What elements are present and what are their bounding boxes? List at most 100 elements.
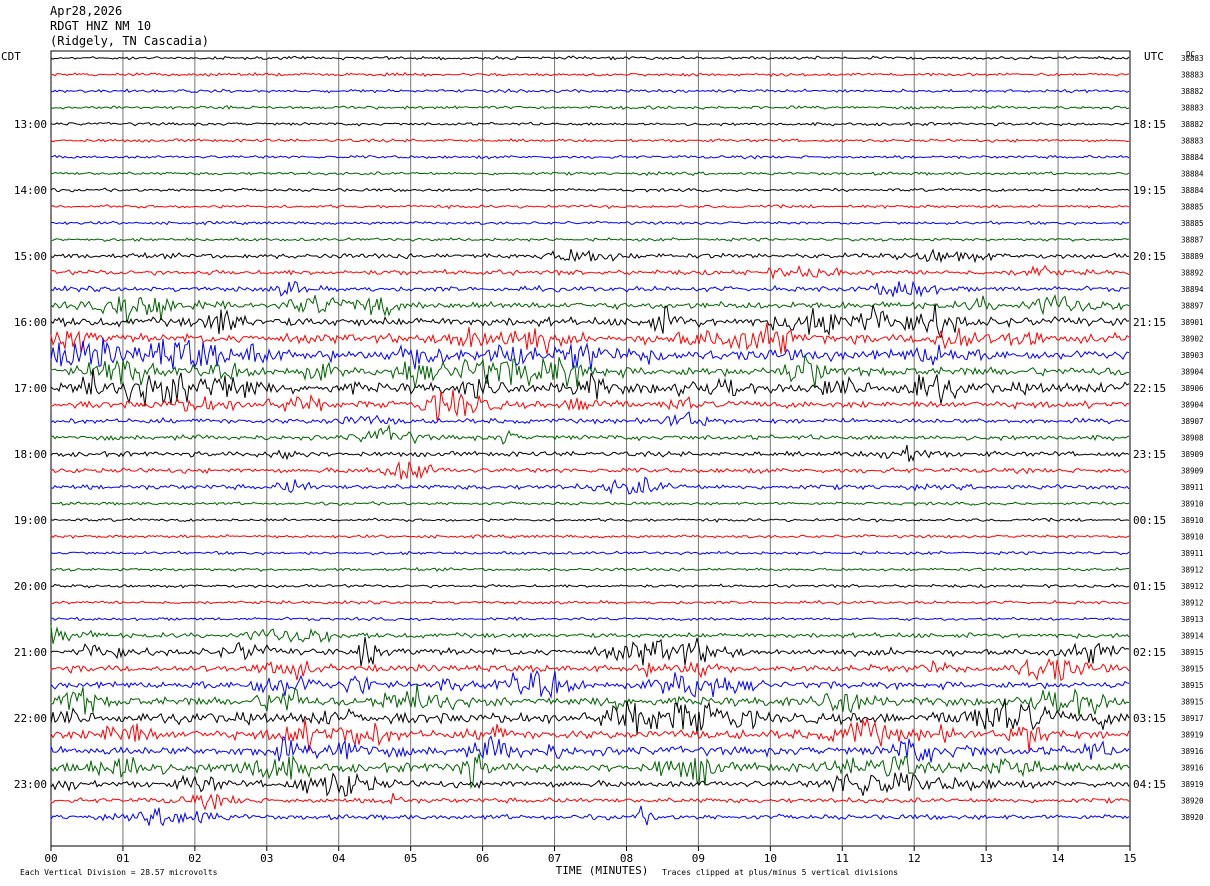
- trace-23: [50, 423, 1130, 445]
- trace-9: [50, 204, 1130, 210]
- dc-offset-label: 38884: [1181, 153, 1204, 162]
- x-tick-label: 10: [764, 852, 777, 865]
- footer-clip-note: Traces clipped at plus/minus 5 vertical …: [662, 868, 898, 877]
- trace-33: [50, 599, 1130, 605]
- utc-hour-label: 01:15: [1133, 580, 1166, 593]
- trace-11: [50, 236, 1130, 243]
- x-tick-label: 05: [404, 852, 417, 865]
- cdt-hour-label: 22:00: [14, 712, 47, 725]
- trace-31: [50, 566, 1130, 572]
- x-tick-label: 03: [260, 852, 273, 865]
- utc-hour-label: 02:15: [1133, 646, 1166, 659]
- cdt-hour-label: 14:00: [14, 184, 47, 197]
- dc-offset-label: 38882: [1181, 120, 1204, 129]
- dc-offset-label: 38897: [1181, 302, 1204, 311]
- trace-4: [50, 121, 1130, 127]
- dc-offset-label: 38885: [1181, 203, 1204, 212]
- footer-vertical-division: Each Vertical Division = 28.57 microvolt…: [20, 868, 218, 877]
- trace-41: [50, 716, 1130, 752]
- dc-offset-label: 38910: [1181, 500, 1204, 509]
- trace-29: [50, 533, 1130, 540]
- dc-offset-label: 38912: [1181, 599, 1204, 608]
- x-axis-title: TIME (MINUTES): [556, 864, 649, 877]
- trace-36: [50, 637, 1130, 667]
- dc-offset-label: 38892: [1181, 269, 1204, 278]
- trace-17: [50, 322, 1130, 355]
- utc-hour-label: 20:15: [1133, 250, 1166, 263]
- trace-25: [50, 460, 1130, 480]
- cdt-hour-label: 17:00: [14, 382, 47, 395]
- trace-14: [50, 280, 1130, 298]
- dc-offset-label: 38904: [1181, 401, 1204, 410]
- trace-3: [50, 105, 1130, 110]
- dc-offset-label: 38920: [1181, 797, 1204, 806]
- dc-offset-label: 38910: [1181, 516, 1204, 525]
- trace-8: [50, 187, 1130, 193]
- dc-offset-label: 38915: [1181, 665, 1204, 674]
- dc-offset-label: 38912: [1181, 566, 1204, 575]
- trace-21: [50, 389, 1130, 421]
- x-tick-label: 06: [476, 852, 489, 865]
- dc-offset-label: 38916: [1181, 764, 1204, 773]
- utc-hour-label: 04:15: [1133, 778, 1166, 791]
- dc-offset-label: 38885: [1181, 219, 1204, 228]
- trace-34: [50, 616, 1130, 622]
- dc-offset-label: 38909: [1181, 467, 1204, 476]
- x-tick-label: 02: [188, 852, 201, 865]
- trace-37: [50, 657, 1130, 682]
- cdt-hour-label: 15:00: [14, 250, 47, 263]
- cdt-hour-label: 19:00: [14, 514, 47, 527]
- x-tick-label: 04: [332, 852, 346, 865]
- header-location: (Ridgely, TN Cascadia): [50, 34, 209, 48]
- plot-frame: [50, 50, 1131, 847]
- dc-offset-label: 38909: [1181, 450, 1204, 459]
- utc-hour-label: 21:15: [1133, 316, 1166, 329]
- cdt-axis-label: CDT: [1, 50, 21, 63]
- x-tick-label: 01: [116, 852, 129, 865]
- cdt-hour-label: 20:00: [14, 580, 47, 593]
- dc-offset-label: 38912: [1181, 582, 1204, 591]
- trace-26: [50, 476, 1130, 496]
- x-tick-label: 13: [980, 852, 993, 865]
- dc-offset-label: 38919: [1181, 731, 1204, 740]
- dc-offset-label: 38916: [1181, 747, 1204, 756]
- cdt-hour-label: 23:00: [14, 778, 47, 791]
- x-tick-label: 14: [1051, 852, 1065, 865]
- dc-offset-label: 38883: [1181, 54, 1204, 63]
- trace-40: [50, 698, 1130, 735]
- cdt-hour-label: 18:00: [14, 448, 47, 461]
- dc-offset-label: 38914: [1181, 632, 1204, 641]
- dc-offset-label: 38883: [1181, 104, 1204, 113]
- trace-12: [50, 248, 1130, 264]
- trace-42: [50, 735, 1130, 763]
- cdt-hour-label: 13:00: [14, 118, 47, 131]
- utc-hour-label: 00:15: [1133, 514, 1166, 527]
- cdt-hour-label: 21:00: [14, 646, 47, 659]
- trace-32: [50, 583, 1130, 589]
- dc-offset-label: 38917: [1181, 714, 1204, 723]
- dc-offset-label: 38911: [1181, 549, 1204, 558]
- x-tick-label: 12: [908, 852, 921, 865]
- trace-19: [50, 354, 1130, 388]
- utc-hour-label: 18:15: [1133, 118, 1166, 131]
- dc-offset-label: 38910: [1181, 533, 1204, 542]
- dc-offset-label: 38920: [1181, 813, 1204, 822]
- trace-0: [50, 55, 1130, 61]
- x-tick-label: 11: [836, 852, 849, 865]
- trace-30: [50, 550, 1130, 556]
- trace-15: [50, 293, 1130, 324]
- trace-2: [50, 88, 1130, 94]
- dc-offset-label: 38884: [1181, 186, 1204, 195]
- trace-7: [50, 170, 1130, 177]
- trace-44: [50, 772, 1130, 797]
- dc-offset-label: 38913: [1181, 615, 1204, 624]
- dc-offset-label: 38915: [1181, 698, 1204, 707]
- x-tick-label: 07: [548, 852, 561, 865]
- dc-offset-label: 38894: [1181, 285, 1204, 294]
- trace-45: [50, 792, 1130, 811]
- dc-offset-label: 38902: [1181, 335, 1204, 344]
- utc-hour-label: 19:15: [1133, 184, 1166, 197]
- trace-46: [50, 805, 1130, 827]
- dc-offset-label: 38919: [1181, 780, 1204, 789]
